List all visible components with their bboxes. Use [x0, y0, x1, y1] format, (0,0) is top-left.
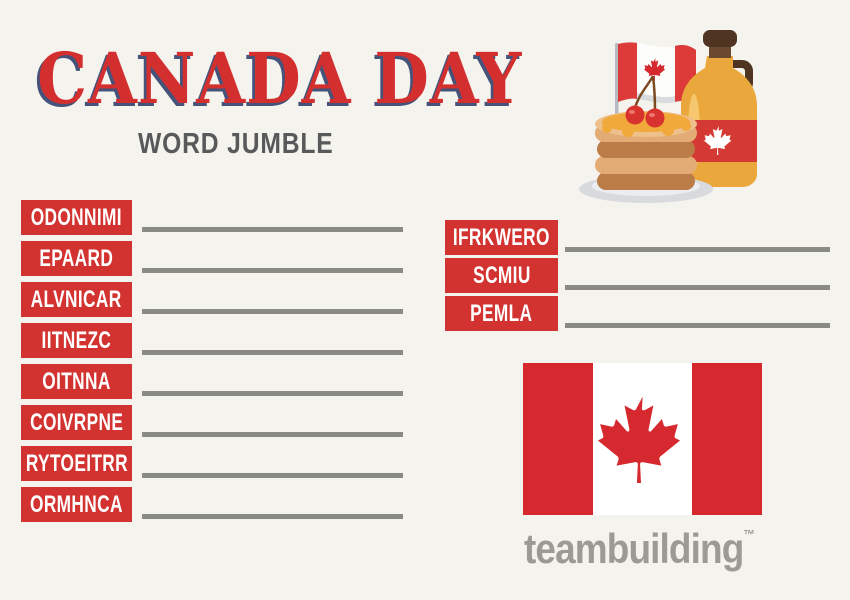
word-row: IFRKWERO [445, 220, 830, 255]
word-row: COIVRPNE [21, 405, 403, 440]
trademark-symbol: ™ [743, 527, 755, 542]
jumbled-word: COIVRPNE [29, 408, 124, 436]
page-title: CANADA DAY [37, 37, 523, 120]
cherries [625, 75, 665, 128]
flag-left-band [523, 363, 593, 515]
jumbled-word-box: IFRKWERO [445, 220, 558, 255]
jumbled-word: EPAARD [39, 244, 114, 272]
jumbled-word: ODONNIMI [30, 203, 123, 231]
jumbled-word-box: SCMIU [445, 258, 558, 293]
logo-text: teambuilding [524, 525, 744, 572]
jumbled-word: IFRKWERO [453, 223, 550, 251]
answer-line [565, 285, 830, 290]
teambuilding-logo: teambuilding™ [524, 528, 755, 570]
answer-line [142, 473, 403, 478]
jumbled-word-box: ALVNICAR [21, 282, 132, 317]
answer-line [565, 323, 830, 328]
answer-line [142, 391, 403, 396]
word-row: OITNNA [21, 364, 403, 399]
pancakes-illustration-svg [579, 30, 757, 203]
bottle-cork [703, 30, 737, 47]
word-row: IITNEZC [21, 323, 403, 358]
answer-line [142, 309, 403, 314]
jumbled-word-box: OITNNA [21, 364, 132, 399]
flag-white-band [593, 363, 692, 515]
word-row: PEMLA [445, 296, 830, 331]
word-row: SCMIU [445, 258, 830, 293]
answer-line [142, 432, 403, 437]
word-row: RYTOEITRR [21, 446, 403, 481]
jumbled-word: IITNEZC [41, 326, 112, 354]
answer-line [142, 227, 403, 232]
jumbled-word: PEMLA [470, 299, 533, 327]
pancakes-maple-syrup-illustration [573, 20, 801, 212]
jumbled-word-box: COIVRPNE [21, 405, 132, 440]
jumbled-word-box: ODONNIMI [21, 200, 132, 235]
bottle-cap-ring [709, 44, 731, 58]
left-word-column: ODONNIMI EPAARD ALVNICAR IITNEZC OITNNA … [21, 200, 403, 522]
word-row: ORMHNCA [21, 487, 403, 522]
pancake-stack [595, 111, 697, 190]
word-row: EPAARD [21, 241, 403, 276]
jumbled-word: ALVNICAR [31, 285, 122, 313]
page-subtitle: WORD JUMBLE [138, 128, 334, 160]
jumbled-word-box: ORMHNCA [21, 487, 132, 522]
jumbled-word: SCMIU [472, 261, 531, 289]
jumbled-word-box: PEMLA [445, 296, 558, 331]
jumbled-word: RYTOEITRR [25, 449, 128, 477]
jumbled-word-box: RYTOEITRR [21, 446, 132, 481]
maple-leaf-icon [597, 396, 681, 484]
word-row: ALVNICAR [21, 282, 403, 317]
jumbled-word: ORMHNCA [30, 490, 123, 518]
answer-line [142, 268, 403, 273]
right-word-column: IFRKWERO SCMIU PEMLA [445, 220, 830, 331]
flagpole [615, 43, 619, 123]
jumbled-word-box: EPAARD [21, 241, 132, 276]
answer-line [142, 514, 403, 519]
canada-flag [523, 363, 762, 515]
flag-right-band [692, 363, 762, 515]
jumbled-word: OITNNA [42, 367, 111, 395]
answer-line [565, 247, 830, 252]
jumbled-word-box: IITNEZC [21, 323, 132, 358]
answer-line [142, 350, 403, 355]
word-row: ODONNIMI [21, 200, 403, 235]
